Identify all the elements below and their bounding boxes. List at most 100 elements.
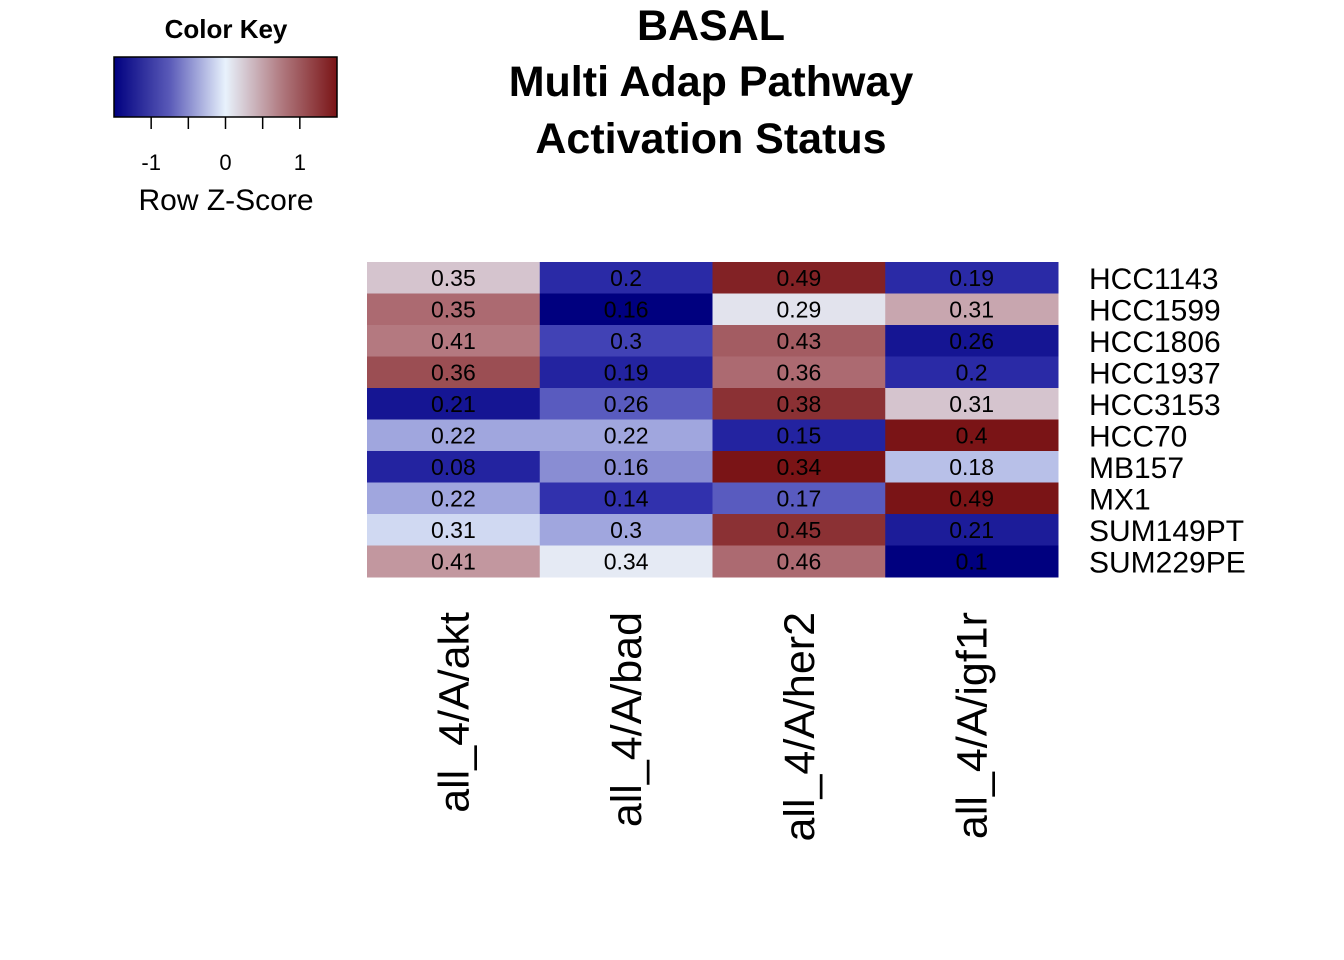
row-label: MB157	[1089, 452, 1184, 485]
cell-value-label: 0.21	[949, 517, 994, 543]
heatmap-cell	[885, 293, 1059, 326]
heatmap-cell	[712, 388, 886, 420]
heatmap-cell	[539, 514, 713, 546]
cell-value-label: 0.08	[431, 454, 476, 480]
heatmap-cell	[885, 262, 1059, 294]
cell-value-label: 0.41	[431, 548, 476, 574]
heatmap-cell	[367, 514, 541, 546]
heatmap-column-labels: all_4/A/akt all_4/A/bad all_4/A/her2 all_4/…	[430, 612, 996, 842]
heatmap-cell	[367, 388, 541, 420]
cell-value-label: 0.31	[431, 517, 476, 543]
heatmap-cell	[539, 388, 713, 420]
row-label: HCC70	[1089, 420, 1187, 453]
heatmap-cell	[539, 419, 713, 452]
cell-value-label: 0.26	[949, 328, 994, 354]
column-label: all_4/A/akt	[430, 612, 478, 813]
cell-value-label: 0.43	[776, 328, 821, 354]
cell-value-label: 0.22	[604, 422, 649, 448]
heatmap-cell	[712, 451, 886, 483]
color-key-tick-label: -1	[141, 150, 161, 175]
row-label: MX1	[1089, 483, 1151, 516]
heatmap-cell	[367, 451, 541, 483]
heatmap-row-labels: HCC1143HCC1599HCC1806HCC1937HCC3153HCC70…	[1089, 263, 1246, 580]
cell-value-label: 0.49	[949, 485, 994, 511]
cell-value-label: 0.19	[604, 359, 649, 385]
chart-title: BASAL Multi Adap Pathway Activation Stat…	[509, 2, 914, 163]
cell-value-label: 0.49	[776, 265, 821, 291]
cell-value-label: 0.26	[604, 391, 649, 417]
cell-value-label: 0.34	[776, 454, 821, 480]
column-label: all_4/A/igf1r	[949, 612, 997, 839]
title-line-3: Activation Status	[535, 115, 886, 163]
heatmap-cell	[367, 419, 541, 452]
color-key-xlabel: Row Z-Score	[138, 184, 313, 217]
heatmap-cell	[712, 545, 886, 578]
heatmap-cell	[539, 545, 713, 578]
cell-value-label: 0.45	[776, 517, 821, 543]
cell-value-label: 0.22	[431, 422, 476, 448]
heatmap-cell	[712, 419, 886, 452]
color-key-axis: -1 0 1	[141, 117, 306, 175]
heatmap-cell	[367, 545, 541, 578]
cell-value-label: 0.35	[431, 265, 476, 291]
row-label: HCC1937	[1089, 357, 1221, 390]
heatmap-cell	[539, 356, 713, 389]
heatmap-cell	[539, 262, 713, 294]
heatmap-cells	[367, 262, 1059, 578]
cell-value-label: 0.16	[604, 454, 649, 480]
cell-value-label: 0.36	[776, 359, 821, 385]
heatmap-cell	[885, 388, 1059, 420]
heatmap-cell	[712, 356, 886, 389]
row-label: SUM229PE	[1089, 546, 1246, 579]
heatmap-cell	[885, 451, 1059, 483]
cell-value-label: 0.31	[949, 391, 994, 417]
color-key-gradient-bar	[113, 56, 338, 118]
heatmap-cell	[539, 325, 713, 357]
row-label: HCC1806	[1089, 326, 1221, 359]
cell-value-label: 0.17	[776, 485, 821, 511]
heatmap-cell	[885, 356, 1059, 389]
cell-value-label: 0.35	[431, 296, 476, 322]
title-line-1: BASAL	[637, 2, 785, 50]
heatmap-cell	[712, 293, 886, 326]
title-line-2: Multi Adap Pathway	[509, 58, 914, 106]
cell-value-label: 0.29	[776, 296, 821, 322]
heatmap-cell	[539, 293, 713, 326]
heatmap-cell	[367, 325, 541, 357]
cell-value-label: 0.34	[604, 548, 649, 574]
cell-value-label: 0.18	[949, 454, 994, 480]
heatmap-cell	[539, 482, 713, 515]
cell-value-label: 0.38	[776, 391, 821, 417]
column-label: all_4/A/bad	[603, 612, 651, 827]
heatmap-cell	[712, 514, 886, 546]
cell-value-label: 0.16	[604, 296, 649, 322]
cell-value-label: 0.14	[604, 485, 649, 511]
row-label: HCC1599	[1089, 294, 1221, 327]
heatmap-cell	[367, 356, 541, 389]
heatmap-cell	[885, 545, 1059, 578]
heatmap-cell	[367, 293, 541, 326]
heatmap-cell	[712, 262, 886, 294]
heatmap-cell	[885, 325, 1059, 357]
color-key: Color Key -1 0 1 Row Z-Score	[113, 14, 338, 217]
color-key-tick-label: 0	[219, 150, 231, 175]
cell-value-label: 0.2	[956, 359, 988, 385]
heatmap-cell	[367, 262, 541, 294]
row-label: HCC3153	[1089, 389, 1221, 422]
cell-value-label: 0.36	[431, 359, 476, 385]
column-label: all_4/A/her2	[776, 612, 824, 842]
cell-value-label: 0.46	[776, 548, 821, 574]
row-label: SUM149PT	[1089, 515, 1244, 548]
row-label: HCC1143	[1089, 263, 1219, 296]
cell-value-label: 0.4	[956, 422, 988, 448]
color-key-title: Color Key	[165, 14, 288, 44]
cell-value-label: 0.41	[431, 328, 476, 354]
cell-value-label: 0.2	[610, 265, 642, 291]
cell-value-label: 0.31	[949, 296, 994, 322]
heatmap-cell	[367, 482, 541, 515]
cell-value-label: 0.3	[610, 517, 642, 543]
heatmap-cell	[885, 482, 1059, 515]
cell-value-label: 0.21	[431, 391, 476, 417]
heatmap-cell	[539, 451, 713, 483]
